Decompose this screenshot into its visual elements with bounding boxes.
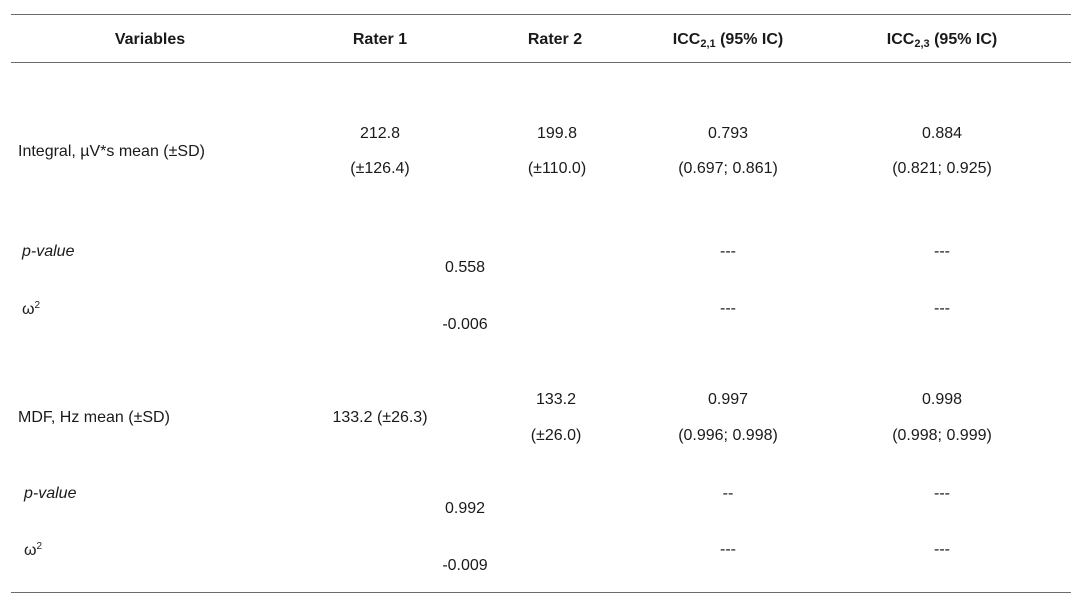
mdf-omega-icc21: --- <box>720 541 736 558</box>
integral-label: Integral, µV*s mean (±SD) <box>18 143 205 160</box>
mdf-omega: -0.009 <box>442 557 488 574</box>
mdf-pvalue-icc23: --- <box>934 485 950 502</box>
mdf-pvalue-icc21: -- <box>722 485 734 502</box>
mdf-pvalue-label: p-value <box>24 485 77 502</box>
header-icc23: ICC2,3 (95% IC) <box>886 31 998 50</box>
table-top-rule <box>11 14 1071 15</box>
mdf-omega-icc23: --- <box>934 541 950 558</box>
integral-omega-label: ω2 <box>22 300 41 319</box>
integral-rater1-sd: (±126.4) <box>350 160 410 177</box>
integral-icc21-ci: (0.697; 0.861) <box>678 160 778 177</box>
table-bottom-rule <box>11 592 1071 593</box>
integral-icc23-value: 0.884 <box>921 125 963 142</box>
header-rater2: Rater 2 <box>527 31 583 48</box>
mdf-omega-label: ω2 <box>24 541 43 560</box>
mdf-icc23-value: 0.998 <box>921 391 963 408</box>
integral-rater1-mean: 212.8 <box>359 125 401 142</box>
header-rater1: Rater 1 <box>352 31 408 48</box>
mdf-label: MDF, Hz mean (±SD) <box>18 409 170 426</box>
mdf-icc23-ci: (0.998; 0.999) <box>892 427 992 444</box>
integral-rater2-sd: (±110.0) <box>527 160 587 177</box>
integral-pvalue-label: p-value <box>22 243 75 260</box>
header-icc21: ICC2,1 (95% IC) <box>672 31 784 50</box>
header-variables: Variables <box>114 31 186 48</box>
integral-icc21-value: 0.793 <box>707 125 749 142</box>
mdf-rater1: 133.2 (±26.3) <box>332 409 428 426</box>
mdf-rater2-mean: 133.2 <box>535 391 577 408</box>
integral-pvalue-icc21: --- <box>720 243 736 260</box>
integral-omega-icc21: --- <box>720 300 736 317</box>
mdf-icc21-value: 0.997 <box>707 391 749 408</box>
mdf-pvalue: 0.992 <box>444 500 486 517</box>
integral-icc23-ci: (0.821; 0.925) <box>892 160 992 177</box>
integral-rater2-mean: 199.8 <box>536 125 578 142</box>
mdf-rater2-sd: (±26.0) <box>530 427 582 444</box>
integral-pvalue-icc23: --- <box>934 243 950 260</box>
integral-pvalue: 0.558 <box>444 259 486 276</box>
header-bottom-rule <box>11 62 1071 63</box>
integral-omega: -0.006 <box>442 316 488 333</box>
mdf-icc21-ci: (0.996; 0.998) <box>678 427 778 444</box>
integral-omega-icc23: --- <box>934 300 950 317</box>
